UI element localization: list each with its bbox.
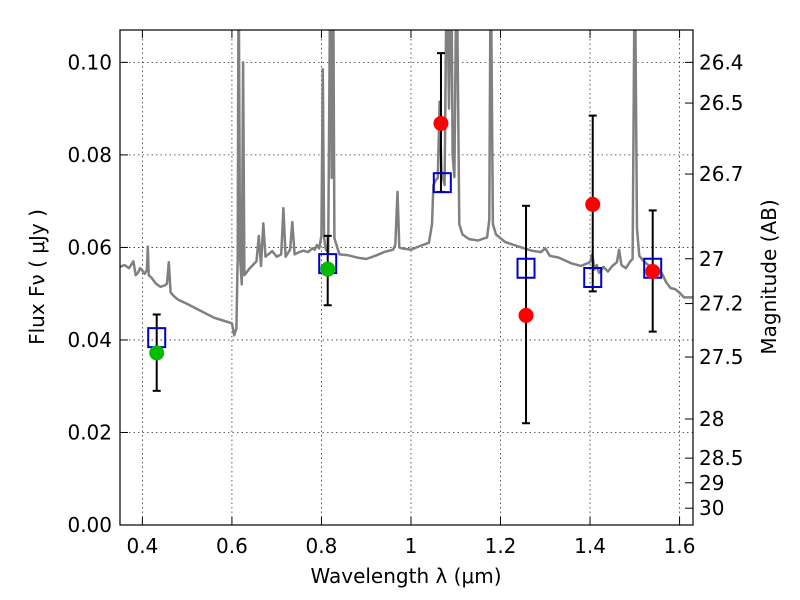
model-photometry-squares	[147, 172, 663, 349]
observed-photometry-points	[149, 115, 661, 361]
y-tick-label: 0.02	[67, 420, 112, 444]
magnitude-tick-label: 30	[699, 496, 724, 520]
y-tick-labels: 0.00 0.02 0.04 0.06 0.08 0.10	[67, 50, 112, 537]
y-tick-label: 0.10	[67, 50, 112, 74]
x-tick-label: 1.4	[574, 534, 606, 558]
model-point	[432, 172, 452, 194]
x-tick-label: 1.6	[664, 534, 696, 558]
magnitude-tick-label: 28	[699, 407, 724, 431]
x-tick-label: 1.2	[485, 534, 517, 558]
magnitude-tick-label: 26.4	[699, 50, 744, 74]
magnitude-axis-label: Magnitude (AB)	[757, 199, 781, 354]
magnitude-tick-label: 26.5	[699, 91, 744, 115]
plot-frame	[119, 29, 694, 526]
x-tick-label: 0.8	[306, 534, 338, 558]
magnitude-tick-label: 26.7	[699, 162, 744, 186]
model-spectrum-line	[120, 30, 693, 337]
magnitude-tick-label: 27.5	[699, 345, 744, 369]
model-point	[583, 267, 603, 288]
y-tick-label: 0.04	[67, 328, 112, 352]
magnitude-tick-label: 29	[699, 471, 724, 495]
x-tick-label: 0.4	[126, 534, 158, 558]
model-point	[516, 257, 536, 279]
observed-point	[433, 115, 449, 131]
observed-point	[585, 196, 601, 212]
observed-point	[645, 263, 661, 279]
y-tick-label: 0.06	[67, 235, 112, 259]
magnitude-tick-label: 27	[699, 247, 724, 271]
y-tick-label: 0.08	[67, 143, 112, 167]
x-tick-label: 1	[405, 534, 418, 558]
grid	[120, 30, 693, 525]
error-bars	[152, 52, 657, 425]
magnitude-tick-label: 28.5	[699, 446, 744, 470]
x-tick-labels: 0.4 0.6 0.8 1 1.2 1.4 1.6	[126, 534, 695, 558]
y-axis-label: Flux Fν ( μJy )	[25, 209, 49, 345]
axis-ticks	[120, 30, 693, 526]
observed-point	[518, 307, 534, 323]
y-tick-label: 0.00	[67, 513, 112, 537]
x-axis-label: Wavelength λ (μm)	[310, 564, 501, 588]
x-tick-label: 0.6	[216, 534, 248, 558]
observed-point	[320, 261, 336, 277]
observed-point	[149, 345, 165, 361]
magnitude-tick-label: 27.2	[699, 292, 744, 316]
